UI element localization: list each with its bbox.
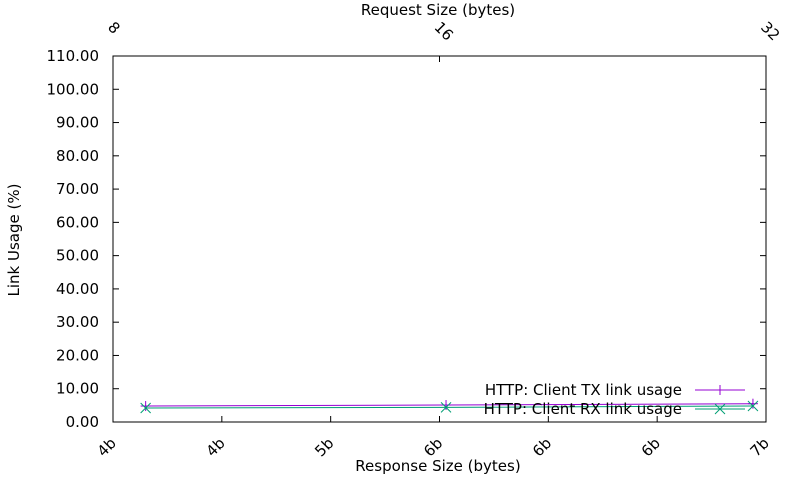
x-tick-label: 4b — [94, 434, 120, 460]
series-1 — [140, 398, 758, 412]
series-2 — [140, 400, 759, 414]
x2-tick-label: 32 — [757, 18, 783, 44]
series-2-point-b — [440, 402, 452, 413]
x-tick-label: 5b — [311, 434, 337, 460]
x-axis-ticks: 4b 4b 5b 6b 6b 6b 7b — [94, 416, 773, 460]
y-tick-label: 110.00 — [47, 47, 100, 65]
x-tick-label: 6b — [638, 434, 664, 460]
series-layer — [140, 398, 759, 414]
y-tick-label: 60.00 — [56, 213, 99, 231]
x-tick-label: 7b — [747, 434, 773, 460]
legend-swatch-marker-b — [714, 403, 726, 415]
y-tick-label: 0.00 — [66, 413, 99, 431]
x2-axis-ticks: 8 16 32 — [104, 18, 783, 62]
legend-label: HTTP: Client TX link usage — [485, 381, 682, 399]
y-tick-label: 90.00 — [56, 114, 99, 132]
x-axis-title: Response Size (bytes) — [355, 457, 520, 475]
y-axis-title: Link Usage (%) — [5, 184, 23, 297]
y-tick-label: 80.00 — [56, 147, 99, 165]
x2-tick-label: 16 — [431, 18, 457, 44]
y-tick-label: 70.00 — [56, 180, 99, 198]
y-tick-label: 40.00 — [56, 280, 99, 298]
x2-axis-title: Request Size (bytes) — [361, 1, 515, 19]
plot-frame — [112, 55, 767, 423]
legend-label: HTTP: Client RX link usage — [484, 400, 682, 418]
y-tick-label: 10.00 — [56, 380, 99, 398]
series-2-point-b — [747, 400, 759, 412]
y-axis-ticks: 0.00 10.00 20.00 30.00 40.00 50.00 60.00 70.00 8… — [47, 47, 766, 431]
x-tick-label: 4b — [202, 434, 228, 460]
x-tick-label: 6b — [529, 434, 555, 460]
y-tick-label: 20.00 — [56, 346, 99, 364]
y-tick-label: 100.00 — [47, 80, 100, 98]
series-2-point-b — [140, 402, 152, 414]
x2-tick-label: 8 — [104, 18, 123, 37]
y-tick-label: 50.00 — [56, 247, 99, 265]
y-tick-label: 30.00 — [56, 313, 99, 331]
